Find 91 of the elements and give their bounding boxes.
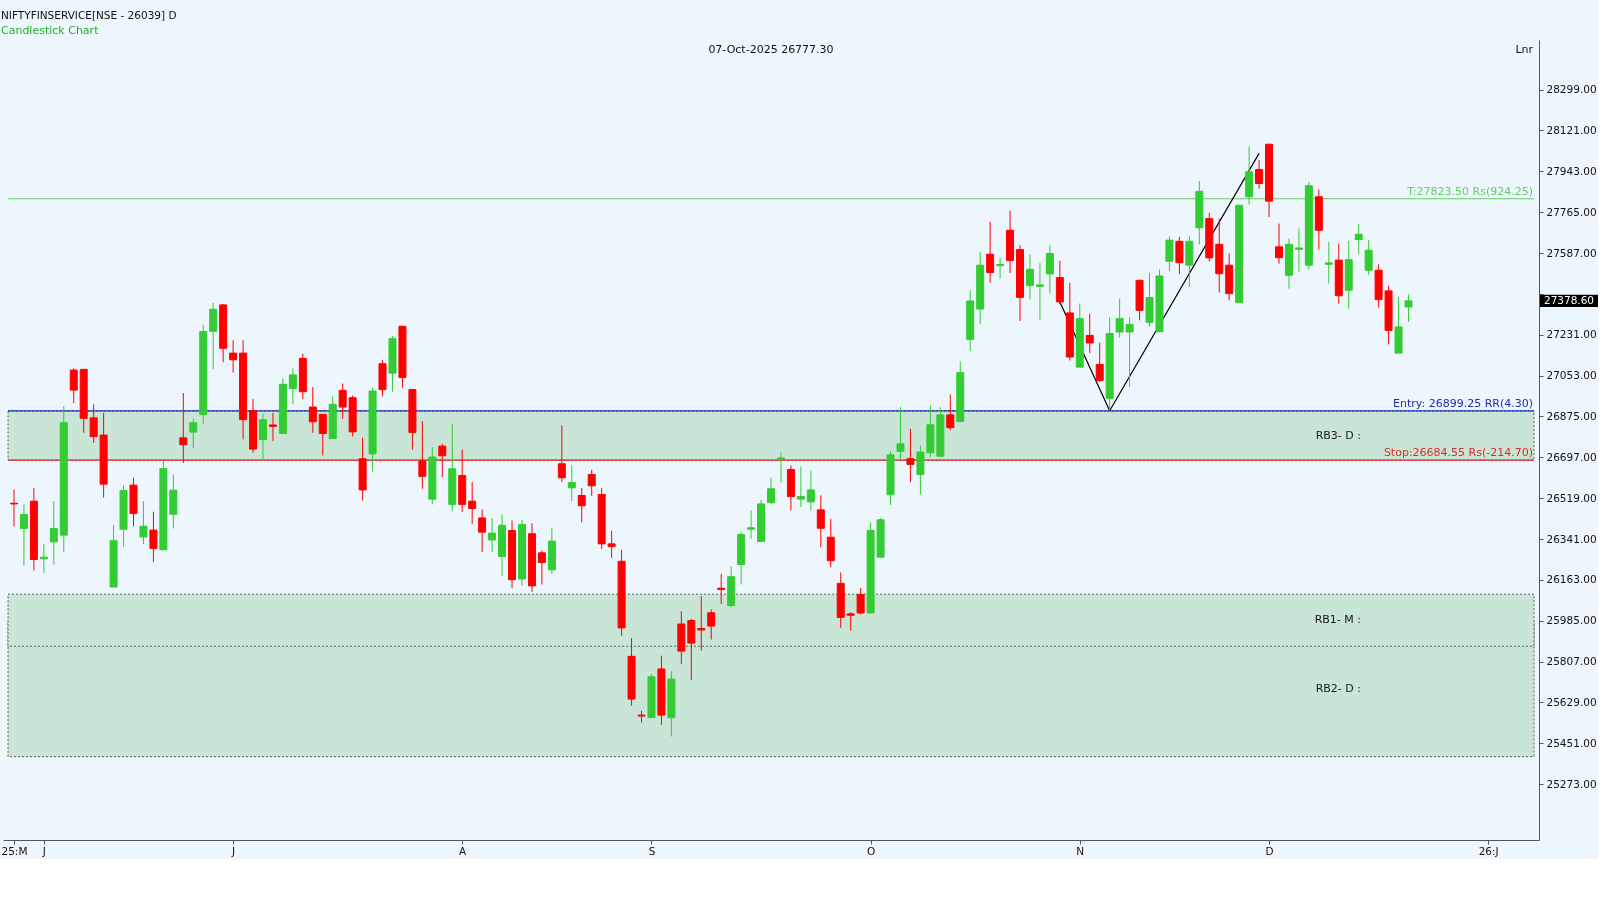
- candlestick: [69, 367, 78, 404]
- candlestick: [308, 386, 317, 434]
- candlestick: [488, 517, 497, 553]
- y-tick-label: 27943.00: [1546, 164, 1597, 177]
- y-tick-label: 28299.00: [1546, 83, 1597, 96]
- candlestick: [1095, 342, 1104, 383]
- candlestick: [986, 221, 995, 284]
- annotation: Lnr: [1515, 43, 1534, 56]
- candlestick: [697, 595, 706, 652]
- y-tick-label: 26875.00: [1546, 409, 1597, 422]
- candlestick: [816, 494, 825, 548]
- candlestick: [587, 469, 596, 497]
- y-tick-label: 26341.00: [1546, 532, 1597, 545]
- candlestick: [767, 477, 775, 505]
- x-tick-label: A: [459, 844, 468, 857]
- candlestick: [776, 452, 785, 484]
- candlestick: [796, 466, 805, 508]
- ref-line-label: T:27823.50 Rs(924.25): [1406, 184, 1533, 198]
- candlestick: [577, 487, 586, 523]
- y-tick-label: 27587.00: [1546, 246, 1597, 259]
- candlestick: [478, 508, 487, 553]
- band-label: RB1- M :: [1314, 613, 1361, 627]
- ref-line-label: Stop:26684.55 Rs(-214.70): [1383, 446, 1533, 460]
- candlestick: [1035, 262, 1044, 321]
- candlestick: [1364, 239, 1373, 275]
- x-tick-label: J: [231, 844, 236, 857]
- y-tick-label: 26519.00: [1546, 491, 1597, 504]
- candlestick: [1085, 313, 1094, 354]
- candlestick: [259, 413, 267, 462]
- candlestick: [1255, 159, 1264, 190]
- text: 27378.60: [1543, 293, 1595, 306]
- y-tick-label: 27765.00: [1546, 205, 1597, 218]
- candlestick: [1324, 241, 1333, 285]
- candlestick: [747, 510, 756, 540]
- candlestick: [1165, 235, 1174, 272]
- candlestick: [139, 500, 148, 545]
- y-tick-label: 25451.00: [1546, 736, 1597, 749]
- ref-line-label: Entry: 26899.25 RR(4.30): [1392, 396, 1533, 410]
- candlestick: [318, 413, 327, 456]
- candlestick: [149, 511, 158, 563]
- y-tick-label: 28121.00: [1546, 123, 1597, 136]
- candlestick: [268, 412, 277, 442]
- y-tick-label: 26163.00: [1546, 573, 1597, 586]
- candlestick: [49, 500, 58, 566]
- candlestick: [1045, 244, 1054, 295]
- candlestick: [826, 518, 835, 568]
- candlestick: [1185, 235, 1194, 288]
- x-tick-label: D: [1265, 844, 1274, 857]
- candlestick: [707, 608, 716, 641]
- candlestick: [946, 393, 955, 431]
- y-tick-label: 27053.00: [1546, 369, 1597, 382]
- candlestick: [468, 481, 477, 525]
- x-tick-label: N: [1076, 844, 1085, 857]
- candlestick: [179, 392, 188, 464]
- band-label: RB3- D :: [1315, 428, 1361, 442]
- x-tick-label: 25:M: [1, 844, 28, 857]
- candlestick: [229, 339, 238, 374]
- band-label: RB2- D :: [1315, 681, 1361, 695]
- candlestick: [1275, 223, 1283, 265]
- chart-subtitle: Candlestick Chart: [1, 24, 100, 37]
- candlestick: [209, 302, 218, 370]
- chart-title: NIFTYFINSERVICE[NSE - 26039] D: [1, 8, 177, 21]
- candlestick: [189, 418, 198, 449]
- candlestick: [806, 469, 815, 512]
- candlestick: [557, 424, 566, 483]
- candlestick: [1175, 236, 1184, 275]
- candlestick: [1354, 223, 1363, 255]
- x-tick-label: J: [41, 844, 46, 857]
- candlestick: [288, 367, 297, 405]
- y-tick-label: 26697.00: [1546, 450, 1597, 463]
- candlestick: [1025, 253, 1034, 300]
- candlestick: [1294, 227, 1303, 273]
- y-tick-label: 25273.00: [1546, 777, 1597, 790]
- y-tick-label: 27231.00: [1546, 328, 1597, 341]
- x-tick-label: O: [866, 844, 876, 857]
- candlestick: [896, 406, 905, 461]
- candlestick: [418, 420, 427, 490]
- candlestick: [537, 550, 546, 586]
- candlestick: [996, 257, 1005, 280]
- candlestick: [1404, 293, 1413, 323]
- candlestick: [9, 488, 18, 527]
- candlestick: [567, 464, 576, 502]
- y-tick-label: 25629.00: [1546, 696, 1597, 708]
- annotation: 07-Oct-2025 26777.30: [708, 43, 834, 56]
- y-tick-label: 25985.00: [1546, 614, 1597, 627]
- y-tick-label: 25807.00: [1546, 655, 1597, 668]
- x-tick-label: S: [648, 844, 656, 857]
- candlestick: [438, 443, 447, 478]
- candlestick: [19, 503, 28, 567]
- x-tick-label: 26:J: [1478, 844, 1499, 857]
- candlestick: [906, 428, 915, 483]
